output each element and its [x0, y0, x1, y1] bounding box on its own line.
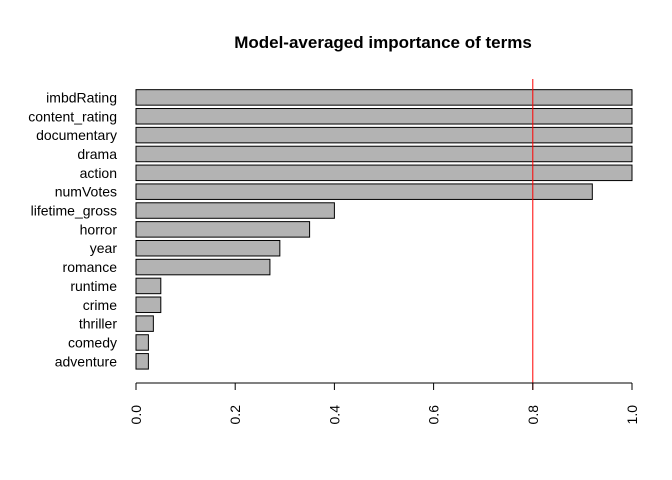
category-labels: imbdRating content_rating documentary drama…: [28, 89, 117, 369]
x-tick-label: 0.2: [227, 405, 243, 425]
bar-year: [135, 239, 281, 257]
category-label: year: [90, 240, 118, 256]
x-tick-label: 0.4: [326, 405, 342, 425]
category-label: runtime: [70, 278, 117, 294]
bar-thriller: [135, 315, 154, 332]
bar-lifetime-gross: [135, 202, 335, 219]
category-label: documentary: [36, 127, 117, 143]
bar-action: [135, 164, 633, 182]
bar-romance: [135, 258, 271, 276]
category-label: action: [80, 165, 117, 181]
bar-horror: [135, 221, 311, 238]
category-label: adventure: [55, 353, 117, 369]
x-axis: 0.0 0.2 0.4 0.6 0.8 1.0: [128, 382, 640, 425]
bar-runtime: [135, 277, 162, 295]
x-tick-label: 0.8: [525, 405, 541, 425]
category-label: content_rating: [28, 108, 117, 124]
chart-title: Model-averaged importance of terms: [234, 33, 532, 52]
category-label: thriller: [79, 316, 117, 332]
bar-content-rating: [135, 108, 633, 125]
category-label: imbdRating: [46, 89, 117, 105]
category-label: lifetime_gross: [31, 203, 117, 219]
bar-crime: [135, 296, 162, 314]
category-label: romance: [63, 259, 118, 275]
bar-imbdrating: [135, 89, 633, 106]
bars-layer: [135, 89, 633, 370]
category-label: numVotes: [55, 184, 117, 200]
bar-adventure: [135, 353, 149, 370]
category-label: drama: [77, 146, 117, 162]
bar-numvotes: [135, 183, 593, 200]
bar-drama: [135, 145, 633, 163]
x-tick-label: 0.0: [128, 405, 144, 425]
x-tick-label: 1.0: [624, 405, 640, 425]
category-label: comedy: [68, 334, 117, 350]
bar-documentary: [135, 126, 633, 144]
bar-comedy: [135, 334, 149, 351]
category-label: horror: [80, 221, 118, 237]
category-label: crime: [83, 297, 117, 313]
x-tick-label: 0.6: [426, 405, 442, 425]
